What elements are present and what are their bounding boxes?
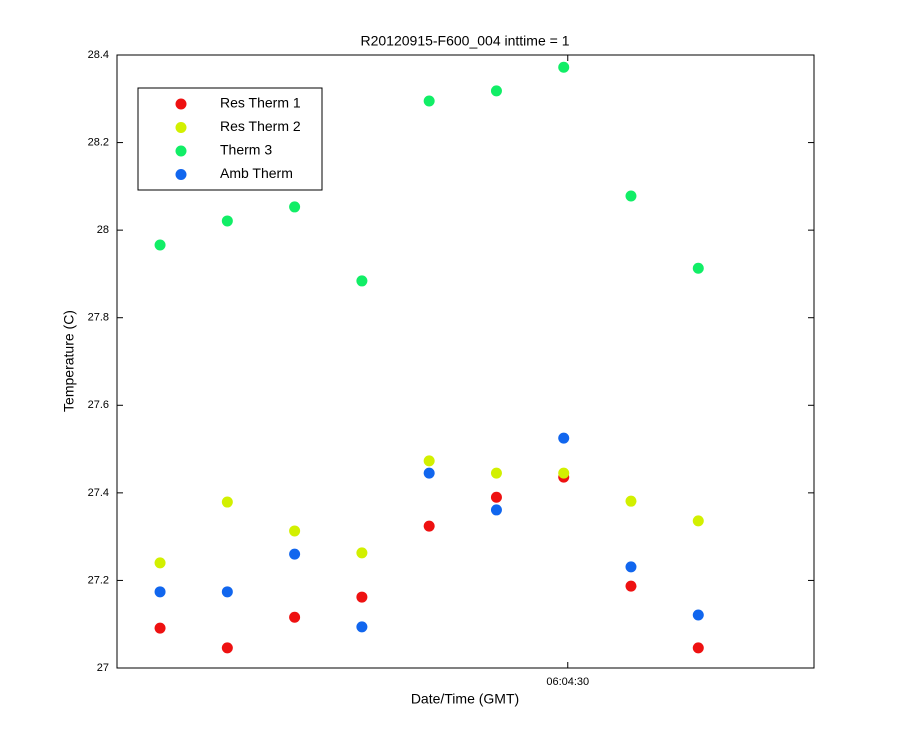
x-tick-label: 06:04:30 [546,676,589,688]
legend-label: Res Therm 1 [220,95,301,111]
legend-box [137,87,323,191]
legend-marker [175,98,187,110]
legend-label: Amb Therm [220,165,293,181]
y-tick-label: 28.2 [88,136,109,148]
point [692,609,704,621]
point [692,262,704,274]
legend-marker [175,145,187,157]
point [221,215,233,227]
point [490,491,502,503]
legend-marker [175,122,187,133]
point [692,515,704,527]
point [692,642,704,654]
point [221,586,233,598]
point [289,525,301,537]
y-tick-label: 28 [97,224,109,236]
point [558,61,570,73]
x-axis-label: Date/Time (GMT) [411,691,519,707]
point [221,642,233,654]
y-tick-label: 27.6 [88,399,109,411]
point [490,85,502,97]
point [423,467,435,479]
point [423,455,435,467]
point [625,495,637,507]
point [625,580,637,592]
y-tick-label: 28.4 [88,49,109,61]
point [625,561,637,573]
chart-title: R20120915-F600_004 inttime = 1 [361,33,570,49]
point [356,275,368,287]
point [356,591,368,603]
point [490,467,502,479]
y-tick-label: 27.2 [88,574,109,586]
point [558,467,570,479]
point [154,586,166,598]
point [423,520,435,532]
legend-label: Res Therm 2 [220,118,301,134]
point [289,611,301,623]
point [154,239,166,251]
point [154,557,166,569]
y-tick-label: 27 [97,662,109,674]
point [423,95,435,107]
y-tick-label: 27.4 [88,487,109,499]
y-tick-label: 27.8 [88,312,109,324]
point [356,547,368,559]
legend-label: Therm 3 [220,142,272,158]
point [625,190,637,202]
point [356,621,368,633]
legend-marker [175,169,187,180]
y-axis-label: Temperature (C) [61,310,77,412]
point [154,622,166,634]
point [289,548,301,560]
point [558,432,570,444]
point [289,201,301,213]
point [221,496,233,508]
point [490,504,502,516]
